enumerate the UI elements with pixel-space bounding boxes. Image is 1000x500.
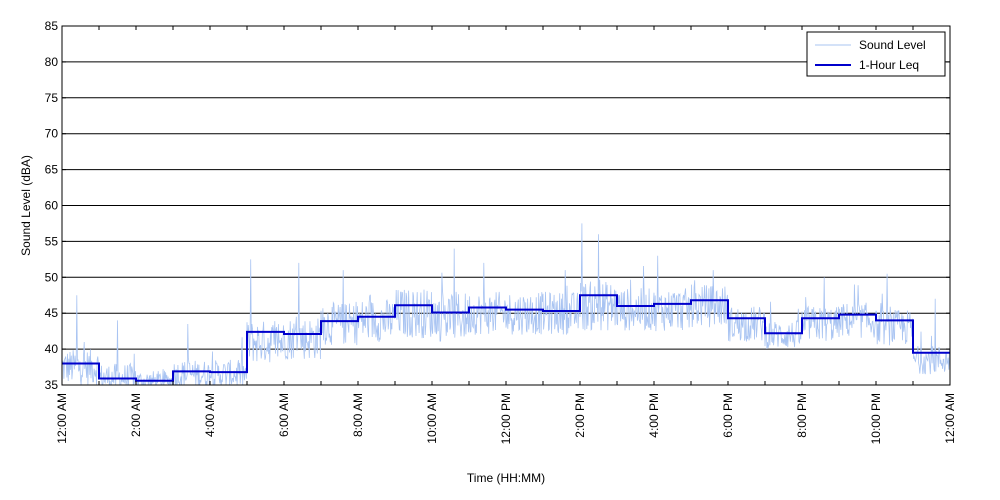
legend-box: [806, 31, 946, 77]
y-tick-label: 55: [45, 234, 59, 248]
x-tick-label: 4:00 AM: [203, 393, 217, 437]
sound-level-line: [62, 223, 950, 385]
x-tick-label: 2:00 AM: [129, 393, 143, 437]
y-axis-ticks: 35 40 45 50 55 60 65 70 75 80 85: [45, 19, 950, 392]
legend: Sound Level 1-Hour Leq: [806, 31, 946, 77]
legend-entry-leq: 1-Hour Leq: [859, 58, 919, 72]
x-tick-label: 8:00 AM: [351, 393, 365, 437]
x-tick-label: 12:00 PM: [499, 393, 513, 444]
legend-entry-sound-level: Sound Level: [859, 38, 926, 52]
y-tick-label: 40: [45, 342, 59, 356]
x-tick-label: 10:00 AM: [425, 393, 439, 444]
x-tick-label: 6:00 AM: [277, 393, 291, 437]
leq-step-line: [62, 294, 950, 382]
x-tick-label: 10:00 PM: [869, 393, 883, 444]
y-tick-label: 60: [45, 199, 59, 213]
y-tick-label: 75: [45, 91, 59, 105]
x-axis-label: Time (HH:MM): [467, 471, 545, 485]
y-tick-label: 45: [45, 306, 59, 320]
x-tick-label: 8:00 PM: [795, 393, 809, 438]
y-tick-label: 35: [45, 378, 59, 392]
sound-level-series: [62, 223, 950, 385]
x-tick-label: 12:00 AM: [943, 393, 957, 444]
x-tick-label: 12:00 AM: [55, 393, 69, 444]
x-tick-label: 4:00 PM: [647, 393, 661, 438]
y-tick-label: 80: [45, 55, 59, 69]
x-axis-ticks: 12:00 AM 2:00 AM 4:00 AM 6:00 AM 8:00 AM 10:0…: [55, 26, 957, 444]
leq-series: [62, 294, 950, 382]
y-tick-label: 85: [45, 19, 59, 33]
x-tick-label: 2:00 PM: [573, 393, 587, 438]
y-tick-label: 50: [45, 270, 59, 284]
x-tick-label: 6:00 PM: [721, 393, 735, 438]
y-tick-label: 70: [45, 127, 59, 141]
y-axis-label: Sound Level (dBA): [19, 155, 33, 256]
y-tick-label: 65: [45, 163, 59, 177]
